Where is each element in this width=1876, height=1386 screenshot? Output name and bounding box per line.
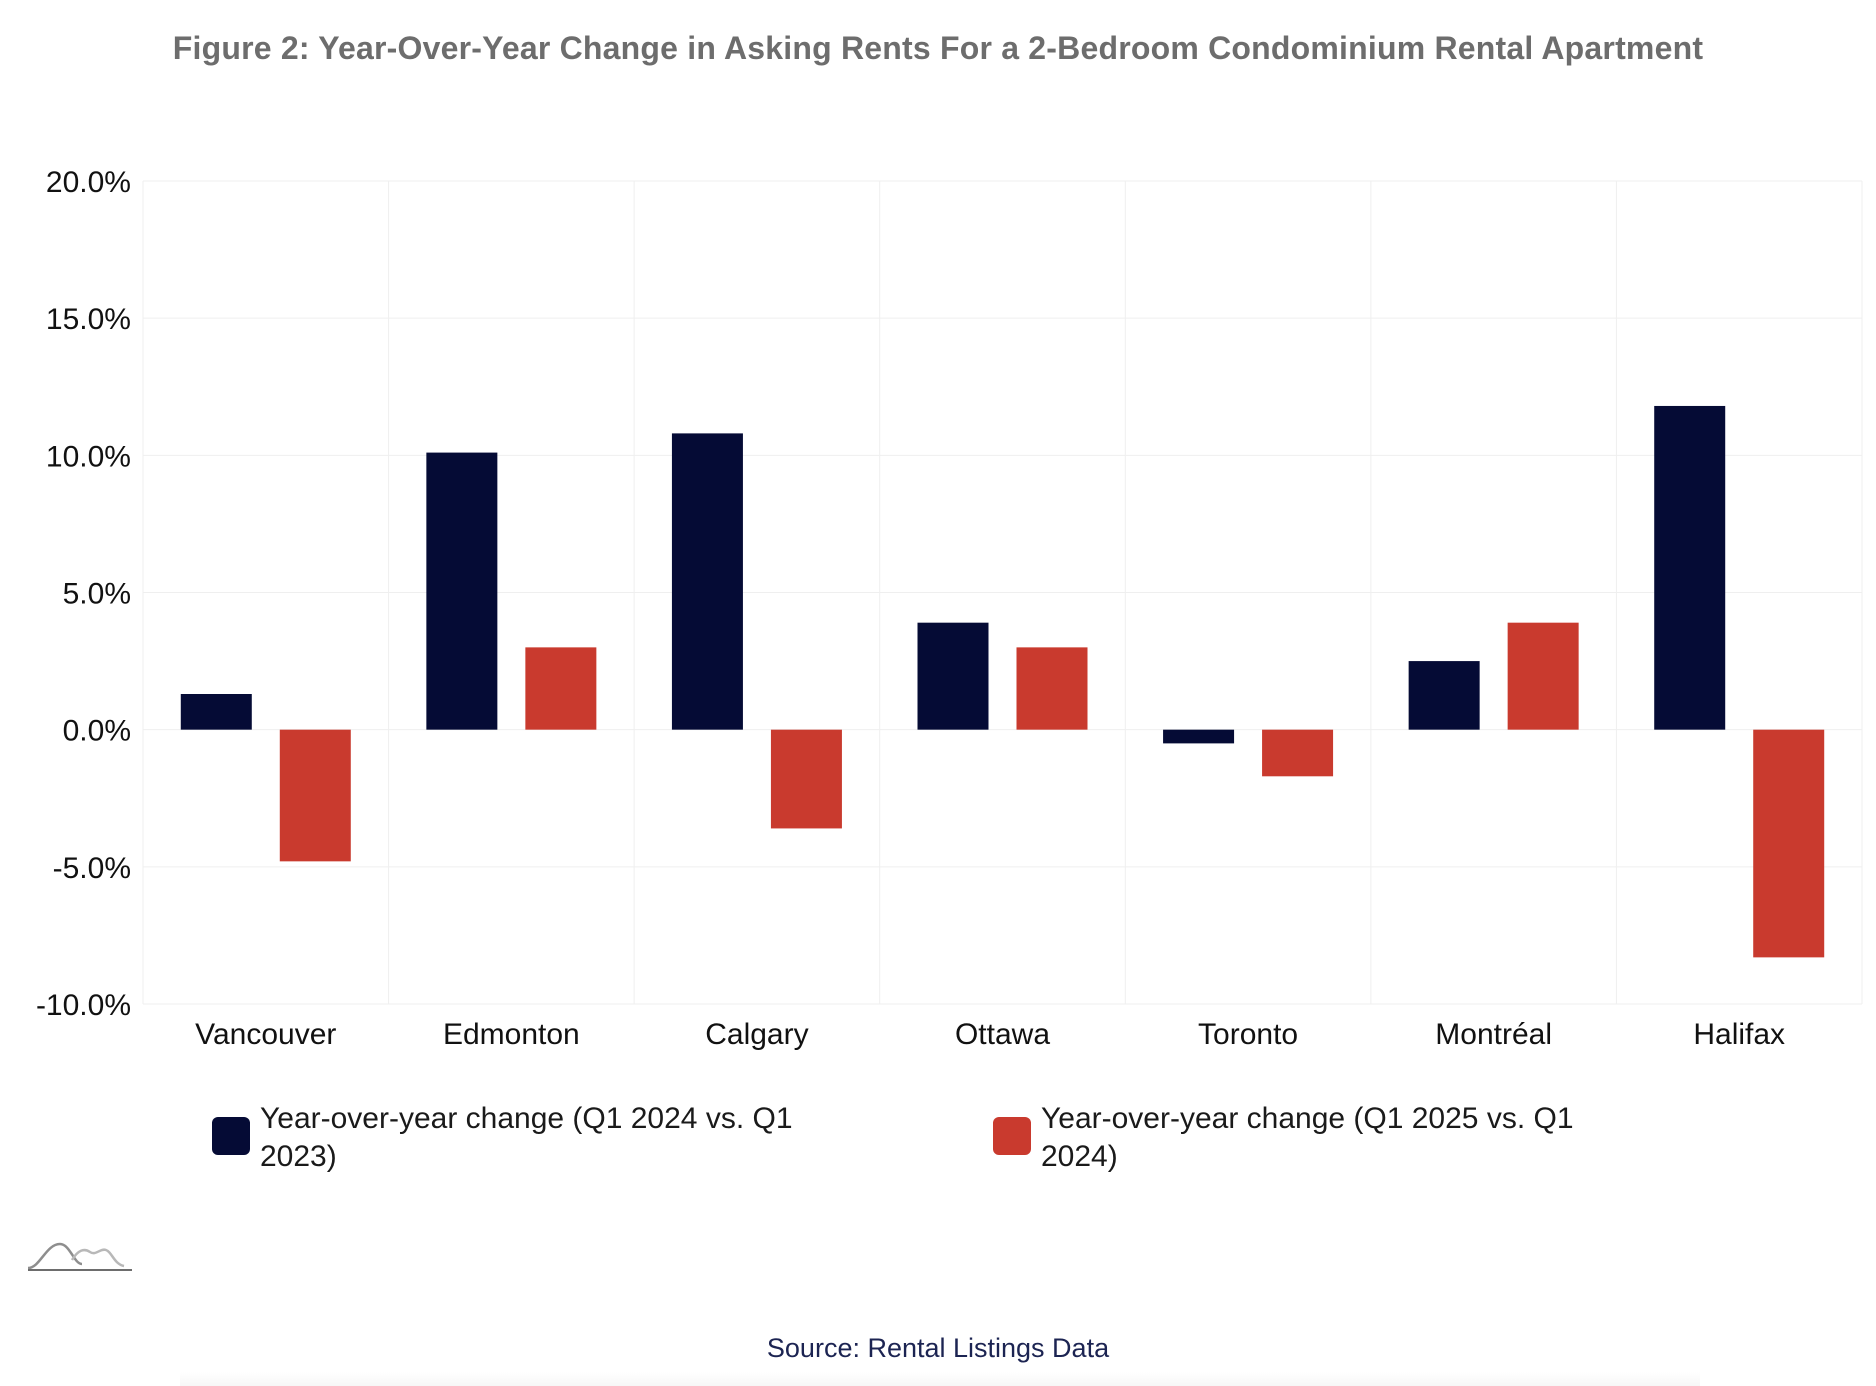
- bar-edmonton-series-2[interactable]: [525, 647, 597, 730]
- x-tick-label: Halifax: [1693, 1018, 1785, 1051]
- bar-calgary-series-2[interactable]: [770, 729, 842, 829]
- legend-label-series-1: Year-over-year change (Q1 2024 vs. Q1 20…: [260, 1102, 793, 1173]
- bars: [180, 405, 1825, 958]
- legend-swatch-series-1: [212, 1117, 250, 1155]
- legend-item-series-1[interactable]: Year-over-year change (Q1 2024 vs. Q1 20…: [212, 1100, 850, 1176]
- bar-toronto-series-1[interactable]: [1163, 729, 1235, 744]
- x-tick-label: Montréal: [1435, 1018, 1552, 1051]
- grid-lines: [142, 180, 1863, 1005]
- chart-title: Figure 2: Year-Over-Year Change in Askin…: [172, 30, 1704, 66]
- bar-montral-series-2[interactable]: [1507, 622, 1579, 730]
- x-axis-ticks: Vancouver Edmonton Calgary Ottawa Toronto Mon…: [195, 1018, 1785, 1051]
- legend-swatch-series-2: [993, 1117, 1031, 1155]
- legend-item-series-2[interactable]: Year-over-year change (Q1 2025 vs. Q1 20…: [993, 1100, 1631, 1176]
- x-tick-label: Edmonton: [443, 1018, 580, 1051]
- bar-edmonton-series-1[interactable]: [426, 452, 498, 730]
- y-axis-ticks: 20.0% 15.0% 10.0% 5.0% 0.0% -5.0% -10.0%: [36, 166, 131, 1022]
- bar-chart: 20.0% 15.0% 10.0% 5.0% 0.0% -5.0% -10.0% Vanco…: [36, 166, 1863, 1051]
- footer-divider: [180, 1372, 1700, 1386]
- mountain-logo-icon: [28, 1242, 132, 1271]
- x-tick-label: Calgary: [705, 1018, 808, 1051]
- y-tick-label: -10.0%: [36, 989, 131, 1022]
- legend-label-series-2: Year-over-year change (Q1 2025 vs. Q1 20…: [1041, 1102, 1574, 1173]
- y-tick-label: 10.0%: [46, 440, 131, 473]
- y-tick-label: 20.0%: [46, 166, 131, 199]
- y-tick-label: 5.0%: [63, 578, 131, 611]
- bar-vancouver-series-2[interactable]: [279, 729, 351, 862]
- x-tick-label: Vancouver: [195, 1018, 336, 1051]
- y-tick-label: 15.0%: [46, 303, 131, 336]
- bar-halifax-series-2[interactable]: [1753, 729, 1825, 958]
- y-tick-label: -5.0%: [53, 852, 131, 885]
- x-tick-label: Ottawa: [955, 1018, 1050, 1051]
- legend: Year-over-year change (Q1 2024 vs. Q1 20…: [0, 1100, 1876, 1190]
- source-note: Source: Rental Listings Data: [766, 1333, 1110, 1363]
- x-tick-label: Toronto: [1198, 1018, 1298, 1051]
- bar-halifax-series-1[interactable]: [1654, 405, 1726, 730]
- bar-toronto-series-2[interactable]: [1262, 729, 1334, 777]
- bar-vancouver-series-1[interactable]: [180, 694, 252, 730]
- y-tick-label: 0.0%: [63, 715, 131, 748]
- bar-ottawa-series-1[interactable]: [917, 622, 989, 730]
- bar-ottawa-series-2[interactable]: [1016, 647, 1088, 730]
- bar-montral-series-1[interactable]: [1408, 661, 1480, 730]
- bar-calgary-series-1[interactable]: [671, 433, 743, 730]
